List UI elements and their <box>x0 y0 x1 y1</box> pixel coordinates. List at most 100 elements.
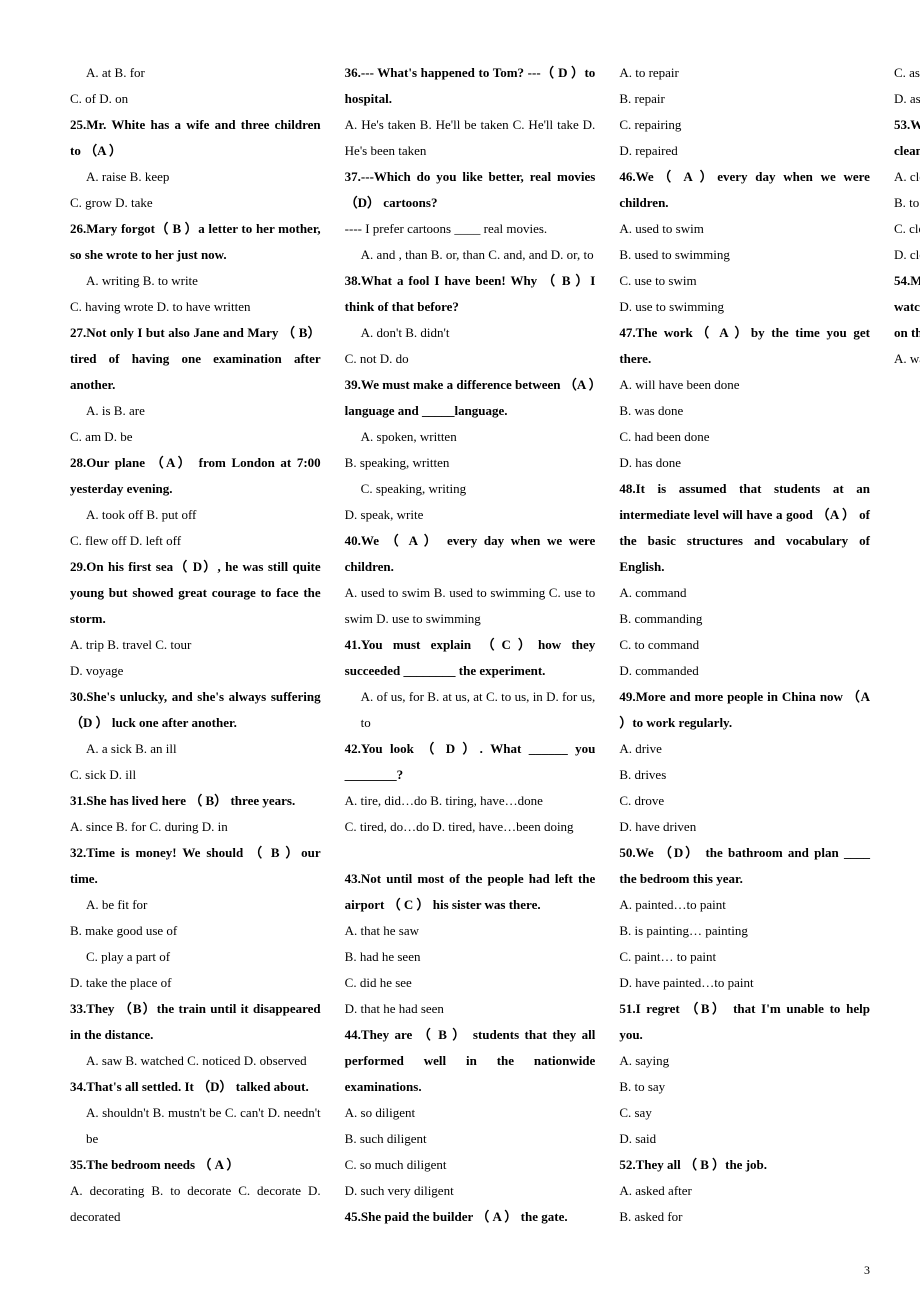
text-line: 42.You look （ D ）. What ______ you _____… <box>345 736 596 788</box>
text-line: B. was done <box>619 398 870 424</box>
text-line <box>345 840 596 866</box>
text-line: A. command <box>619 580 870 606</box>
text-line: D. take the place of <box>70 970 321 996</box>
text-line: 35.The bedroom needs （ A ） <box>70 1152 321 1178</box>
text-line: 44.They are （ B ） students that they all… <box>345 1022 596 1100</box>
text-line: C. use to swim <box>619 268 870 294</box>
text-line: ---- I prefer cartoons ____ real movies. <box>345 216 596 242</box>
text-line: C. did he see <box>345 970 596 996</box>
text-line: C. so much diligent <box>345 1152 596 1178</box>
text-line: B. repair <box>619 86 870 112</box>
text-line: D. have driven <box>619 814 870 840</box>
text-line: B. to say <box>619 1074 870 1100</box>
text-line: 39.We must make a difference between （A … <box>345 372 596 424</box>
text-line: D. such very diligent <box>345 1178 596 1204</box>
text-line: 40.We （ A ） every day when we were child… <box>345 528 596 580</box>
text-line: C. play a part of <box>70 944 321 970</box>
text-line: 25.Mr. White has a wife and three childr… <box>70 112 321 164</box>
text-line: C. having wrote D. to have written <box>70 294 321 320</box>
text-line: C. say <box>619 1100 870 1126</box>
text-line: C. paint… to paint <box>619 944 870 970</box>
text-line: 41.You must explain （C）how they succeede… <box>345 632 596 684</box>
text-line: D. have painted…to paint <box>619 970 870 996</box>
text-line: C. had been done <box>619 424 870 450</box>
text-line: A. saying <box>619 1048 870 1074</box>
text-line: 37.---Which do you like better, real mov… <box>345 164 596 216</box>
text-line: A. spoken, written <box>345 424 596 450</box>
text-line: 50.We （D） the bathroom and plan ____ the… <box>619 840 870 892</box>
text-line: C. tired, do…do D. tired, have…been doin… <box>345 814 596 840</box>
text-line: B. commanding <box>619 606 870 632</box>
text-line: C. am D. be <box>70 424 321 450</box>
text-line: A. raise B. keep <box>70 164 321 190</box>
text-line: A. trip B. travel C. tour <box>70 632 321 658</box>
text-line: D. said <box>619 1126 870 1152</box>
text-line: C. sick D. ill <box>70 762 321 788</box>
text-line: 30.She's unlucky, and she's always suffe… <box>70 684 321 736</box>
text-line: 36.--- What's happened to Tom? ---（ D ）t… <box>345 60 596 112</box>
text-line: A. of us, for B. at us, at C. to us, in … <box>345 684 596 736</box>
text-line: C. to command <box>619 632 870 658</box>
text-line: D. cleaning <box>894 242 920 268</box>
text-line: 48.It is assumed that students at an int… <box>619 476 870 580</box>
text-line: D. voyage <box>70 658 321 684</box>
text-line: C. drove <box>619 788 870 814</box>
text-line: A. is B. are <box>70 398 321 424</box>
text-line: A. used to swim B. used to swimming C. u… <box>345 580 596 632</box>
text-line: C. speaking, writing <box>345 476 596 502</box>
document-columns: A. at B. forC. of D. on25.Mr. White has … <box>70 60 870 1240</box>
text-line: D. speak, write <box>345 502 596 528</box>
page-number: 3 <box>864 1263 870 1278</box>
text-line: B. drives <box>619 762 870 788</box>
text-line: 47.The work（ A ）by the time you get ther… <box>619 320 870 372</box>
text-line: 52.They all （ B ）the job. <box>619 1152 870 1178</box>
text-line: A. since B. for C. during D. in <box>70 814 321 840</box>
text-line: 53.We have our office （ C ） every day by… <box>894 112 920 164</box>
text-line: A. be fit for <box>70 892 321 918</box>
text-line: B. such diligent <box>345 1126 596 1152</box>
text-line: A. a sick B. an ill <box>70 736 321 762</box>
text-line: A. painted…to paint <box>619 892 870 918</box>
text-line: B. used to swimming <box>619 242 870 268</box>
text-line: B. is painting… painting <box>619 918 870 944</box>
text-line: 32.Time is money! We should （ B ）our tim… <box>70 840 321 892</box>
text-line: 38.What a fool I have been! Why （ B ）I t… <box>345 268 596 320</box>
text-line: A. clean <box>894 164 920 190</box>
text-line: D. commanded <box>619 658 870 684</box>
text-line: A. and , than B. or, than C. and, and D.… <box>345 242 596 268</box>
text-line: B. make good use of <box>70 918 321 944</box>
text-line: 45.She paid the builder （ A ） the gate. <box>345 1204 596 1230</box>
text-line: A. don't B. didn't <box>345 320 596 346</box>
text-line: B. speaking, written <box>345 450 596 476</box>
text-line: 51.I regret （B） that I'm unable to help … <box>619 996 870 1048</box>
text-line: A. took off B. put off <box>70 502 321 528</box>
text-line: A. will have been done <box>619 372 870 398</box>
text-line: A. used to swim <box>619 216 870 242</box>
text-line: A. writing B. to write <box>70 268 321 294</box>
text-line: 27.Not only I but also Jane and Mary （ B… <box>70 320 321 398</box>
text-line: C. grow D. take <box>70 190 321 216</box>
text-line: A. decorating B. to decorate C. decorate… <box>70 1178 321 1230</box>
text-line: C. flew off D. left off <box>70 528 321 554</box>
text-line: D. that he had seen <box>345 996 596 1022</box>
text-line: B. had he seen <box>345 944 596 970</box>
text-line: A. at B. for <box>70 60 321 86</box>
text-line: C. asked to <box>894 60 920 86</box>
text-line: C. cleaned <box>894 216 920 242</box>
text-line: 34.That's all settled. It （D） talked abo… <box>70 1074 321 1100</box>
text-line: 43.Not until most of the people had left… <box>345 866 596 918</box>
text-line: A. tire, did…do B. tiring, have…done <box>345 788 596 814</box>
text-line: A. was listening to <box>894 346 920 372</box>
text-line: D. has done <box>619 450 870 476</box>
text-line: A. to repair <box>619 60 870 86</box>
text-line: 26.Mary forgot（ B ）a letter to her mothe… <box>70 216 321 268</box>
text-line: C. not D. do <box>345 346 596 372</box>
text-line: B. to clean <box>894 190 920 216</box>
text-line: 54.Mother was busy. Although she was not… <box>894 268 920 346</box>
text-line: D. repaired <box>619 138 870 164</box>
text-line: 46.We（ A ）every day when we were childre… <box>619 164 870 216</box>
text-line: 31.She has lived here （ B） three years. <box>70 788 321 814</box>
text-line: D. use to swimming <box>619 294 870 320</box>
text-line: C. repairing <box>619 112 870 138</box>
text-line: 33.They （B）the train until it disappeare… <box>70 996 321 1048</box>
